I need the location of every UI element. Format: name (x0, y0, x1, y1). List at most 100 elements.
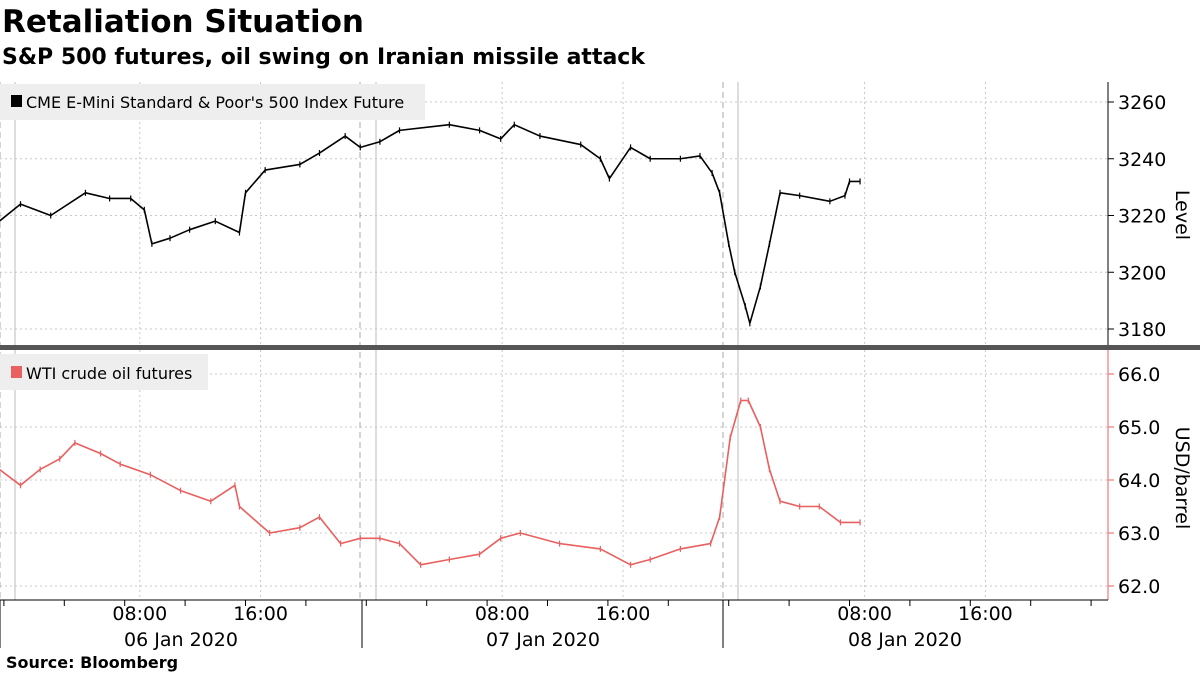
spx-price-segment (580, 143, 601, 160)
spx-price-segment (718, 192, 730, 245)
spx-price-segment (768, 192, 781, 245)
spx-price-segment (500, 124, 515, 140)
x-date-label: 06 Jan 2020 (124, 629, 238, 651)
spx-price-segment (244, 169, 266, 194)
spx-price-segment (759, 243, 771, 287)
oil-price-segment (379, 537, 400, 545)
spx-price-segment (379, 129, 400, 143)
spx-legend-swatch (11, 95, 22, 107)
spx-price-segment (630, 146, 651, 160)
spx-y-tick-label: 3240 (1118, 149, 1166, 171)
oil-price-segment (299, 516, 320, 529)
spx-y-tick-label: 3260 (1118, 92, 1166, 114)
oil-price-segment (759, 426, 771, 470)
spx-price-segment (238, 192, 247, 233)
spx-y-axis-title: Level (1171, 190, 1193, 240)
oil-legend-swatch (11, 366, 22, 378)
spx-legend: CME E-Mini Standard & Poor's 500 Index F… (0, 84, 425, 120)
spx-price-segment (151, 237, 171, 245)
spx-price-segment (844, 181, 851, 196)
x-time-label: 08:00 (112, 603, 167, 625)
oil-price-segment (39, 458, 61, 471)
oil-legend-label: WTI crude oil futures (26, 364, 192, 383)
spx-price-segment (0, 203, 22, 222)
oil-price-segment (729, 400, 742, 438)
oil-price-segment (520, 532, 560, 545)
spx-price-segment (399, 123, 450, 132)
oil-price-segment (100, 452, 121, 465)
oil-price-segment (479, 537, 502, 555)
oil-price-segment (680, 542, 711, 550)
source-note: Source: Bloomberg (6, 653, 179, 672)
oil-price-segment (180, 489, 212, 502)
x-time-label: 16:00 (958, 603, 1013, 625)
oil-y-tick-label: 66.0 (1118, 364, 1160, 386)
oil-price-segment (238, 505, 271, 534)
oil-price-segment (119, 463, 151, 476)
oil-legend: WTI crude oil futures (0, 354, 208, 390)
spx-price-segment (20, 203, 51, 217)
oil-price-segment (449, 553, 480, 561)
spx-price-segment (608, 146, 632, 180)
spx-price-segment (744, 306, 751, 324)
oil-price-segment (398, 543, 422, 566)
oil-y-axis-title: USD/barrel (1171, 427, 1193, 530)
spx-legend-label: CME E-Mini Standard & Poor's 500 Index F… (26, 93, 404, 112)
spx-price-segment (829, 194, 846, 203)
oil-price-segment (318, 516, 342, 545)
oil-price-segment (74, 442, 101, 455)
spx-price-segment (344, 135, 361, 149)
spx-price-segment (539, 135, 581, 146)
spx-price-segment (680, 155, 701, 160)
panel-divider[interactable] (0, 345, 1200, 350)
spx-y-tick-label: 3220 (1118, 206, 1166, 228)
spx-price-segment (779, 192, 800, 197)
spx-y-tick-label: 3180 (1118, 319, 1166, 341)
x-time-label: 08:00 (837, 603, 892, 625)
oil-price-segment (420, 558, 450, 566)
oil-price-segment (818, 505, 841, 524)
x-time-label: 08:00 (475, 603, 530, 625)
x-date-label: 07 Jan 2020 (486, 629, 600, 651)
oil-price-segment (210, 484, 236, 502)
oil-y-tick-label: 65.0 (1118, 417, 1160, 439)
oil-price-segment (340, 537, 361, 545)
oil-price-segment (234, 485, 241, 507)
oil-price-segment (649, 548, 681, 561)
spx-price-segment (360, 140, 381, 149)
oil-price-segment (20, 468, 41, 486)
spx-price-segment (733, 272, 747, 307)
spx-price-segment (130, 197, 145, 211)
oil-price-segment (718, 437, 732, 518)
spx-price-segment (799, 194, 831, 203)
oil-price-segment (747, 400, 762, 428)
oil-y-tick-label: 62.0 (1118, 576, 1160, 598)
x-date-label: 08 Jan 2020 (848, 629, 962, 651)
x-time-label: 16:00 (233, 603, 288, 625)
chart-title: Retaliation Situation (2, 4, 364, 40)
spx-price-segment (749, 286, 762, 324)
oil-price-segment (779, 500, 800, 508)
chart-subtitle: S&P 500 futures, oil swing on Iranian mi… (2, 45, 645, 70)
oil-price-segment (630, 558, 651, 566)
oil-price-segment (59, 442, 76, 460)
spx-price-segment (599, 158, 611, 179)
oil-y-tick-label: 63.0 (1118, 523, 1160, 545)
oil-price-segment (149, 473, 181, 492)
oil-y-tick-label: 64.0 (1118, 470, 1160, 492)
spx-price-segment (699, 155, 713, 174)
spx-price-segment (85, 192, 110, 200)
oil-price-segment (269, 526, 300, 534)
oil-price-segment (768, 469, 781, 502)
oil-price-segment (709, 516, 721, 544)
spx-price-segment (169, 228, 190, 239)
spx-y-tick-label: 3200 (1118, 262, 1166, 284)
oil-price-segment (599, 548, 631, 566)
spx-price-segment (513, 123, 541, 137)
spx-price-segment (479, 129, 501, 140)
spx-price-segment (711, 172, 721, 194)
x-time-label: 16:00 (596, 603, 651, 625)
spx-price-segment (50, 192, 86, 217)
spx-price-segment (143, 209, 153, 245)
